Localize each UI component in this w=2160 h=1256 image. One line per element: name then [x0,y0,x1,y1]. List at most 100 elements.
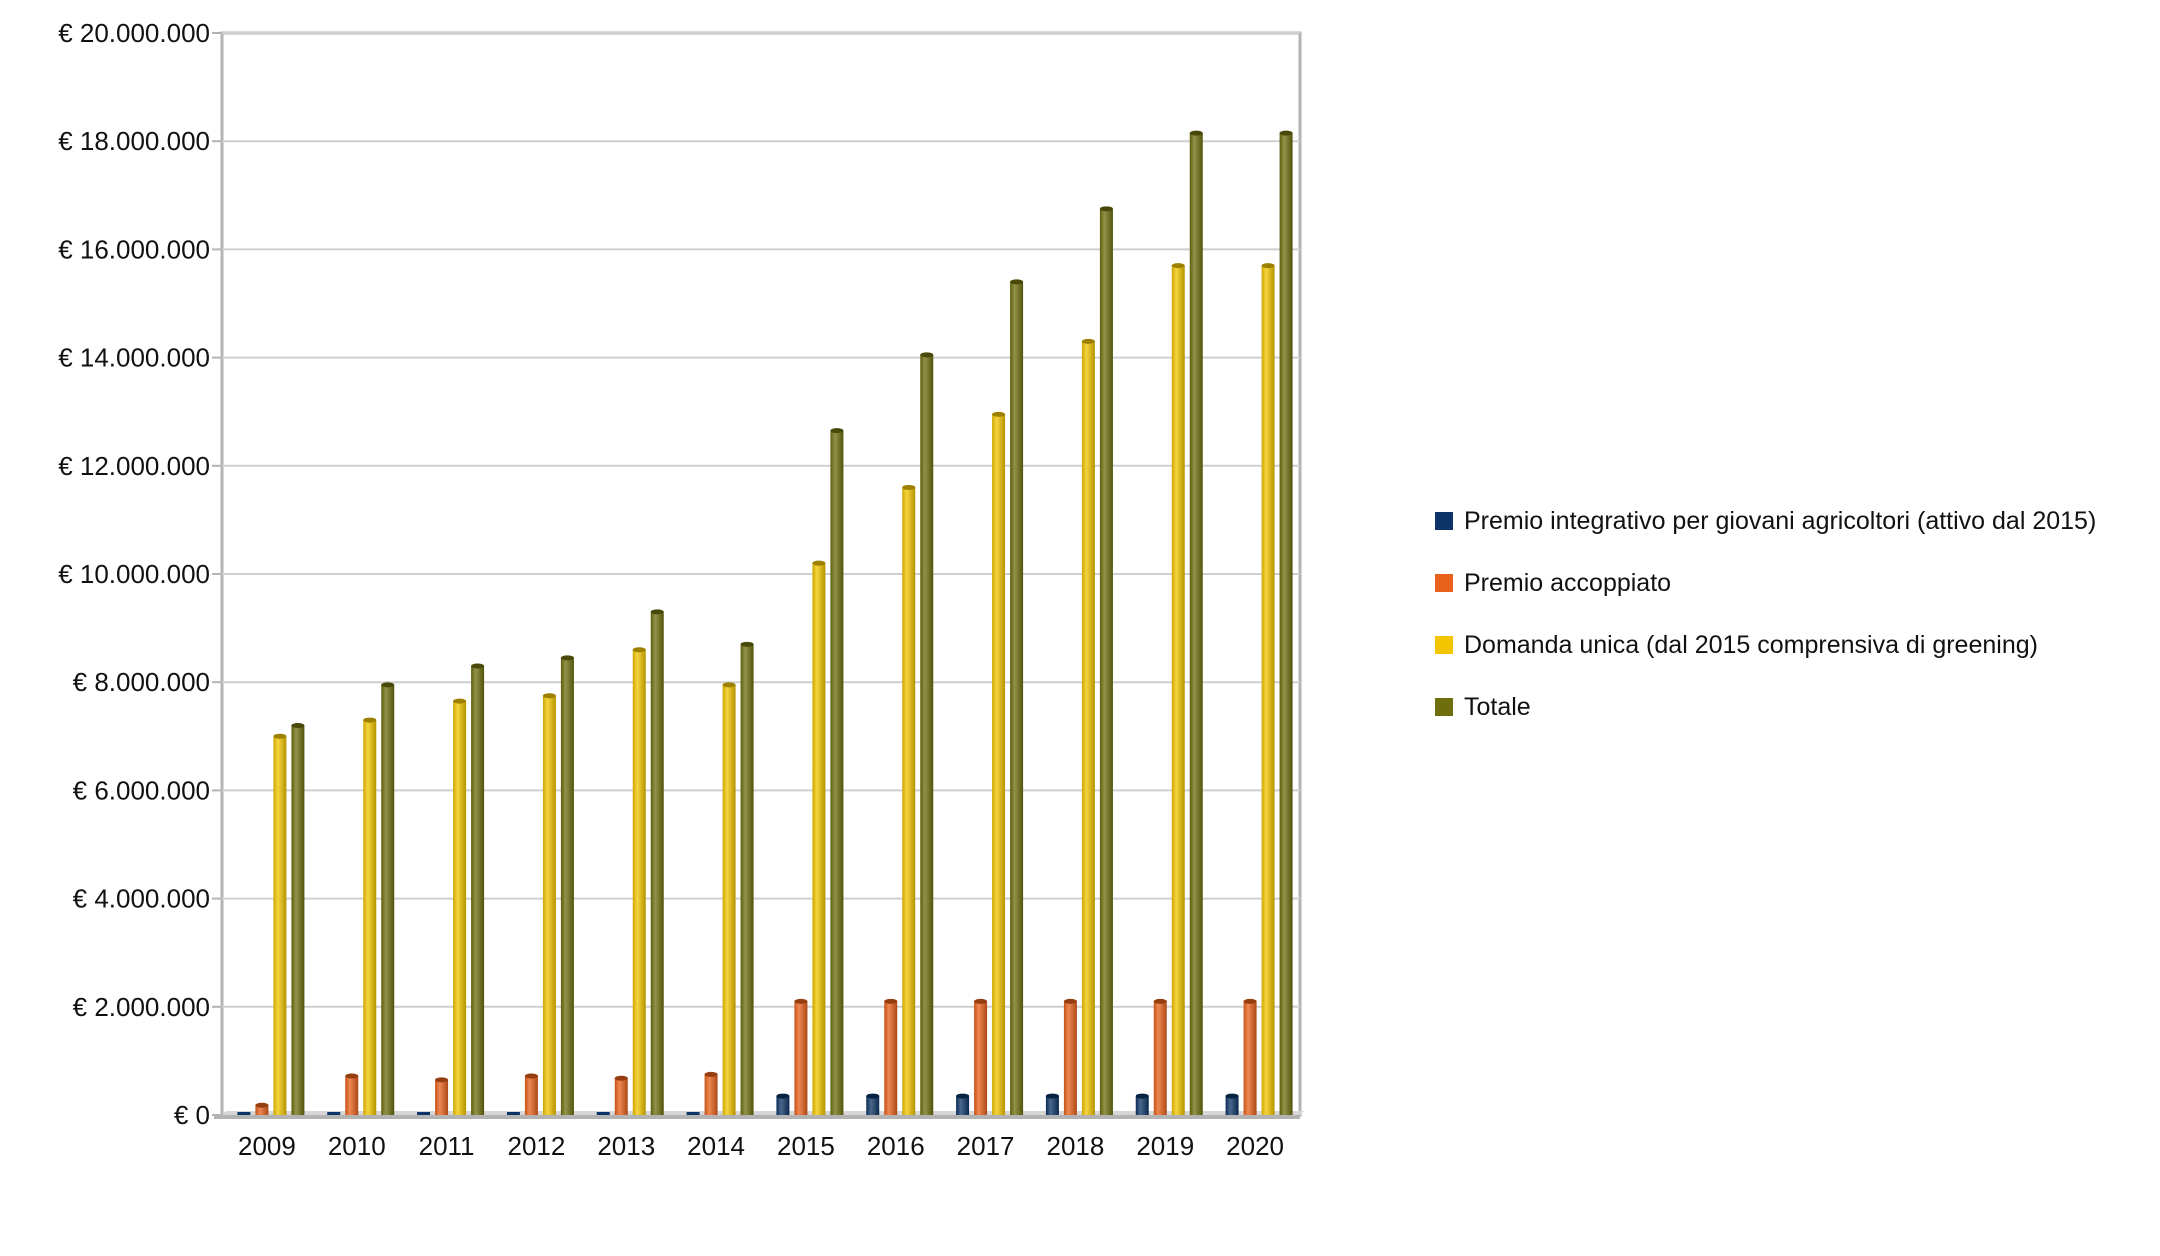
bar-body [830,430,844,1115]
bar-body [363,720,377,1115]
bar-2012-series-4 [560,655,574,1115]
bar-cap [1189,130,1203,136]
bar-2012-series-1 [506,1112,520,1115]
bar-2016-series-2 [884,998,898,1115]
x-tick-label: 2012 [507,1131,565,1161]
bar-cap [1225,1093,1239,1099]
bar-cap [1243,998,1257,1004]
bar-cap [866,1093,880,1099]
x-tick-label: 2016 [867,1131,925,1161]
bar-body [471,665,485,1115]
bar-body [560,657,574,1115]
bar-2019-series-2 [1153,998,1167,1115]
bar-2019-series-3 [1171,263,1185,1115]
bar-2014-series-2 [704,1071,718,1115]
bar-body [704,1074,718,1115]
x-tick-label: 2020 [1226,1131,1284,1161]
bar-cap [524,1073,538,1079]
bar-body [884,1001,898,1115]
bar-2018-series-1 [1045,1093,1059,1115]
bar-body [1279,133,1293,1115]
bar-body [1261,265,1275,1115]
bar-2020-series-3 [1261,263,1275,1115]
legend-item: Premio accoppiato [1435,569,1671,597]
bar-2016-series-1 [866,1093,880,1115]
legend-swatch [1435,512,1453,530]
legend-swatch [1435,636,1453,654]
bar-body [1081,341,1095,1115]
x-tick-label: 2018 [1046,1131,1104,1161]
bar-2011-series-2 [435,1077,449,1115]
bar-2012-series-3 [542,693,556,1115]
gridlines [212,32,1300,1116]
bar-2017-series-1 [956,1093,970,1115]
bar-cap [776,1093,790,1099]
y-tick-label: € 6.000.000 [73,775,210,805]
bar-body [632,649,646,1115]
bar-2019-series-1 [1135,1093,1149,1115]
bar-2016-series-3 [902,484,916,1115]
bar-body [1063,1001,1077,1115]
bars [237,130,1293,1115]
bar-body [1045,1096,1059,1115]
bar-cap [1045,1093,1059,1099]
legend-swatch [1435,574,1453,592]
bar-2010-series-3 [363,717,377,1115]
plot-floor [222,1111,1304,1115]
bar-2014-series-4 [740,641,754,1115]
bar-2009-series-4 [291,722,305,1115]
bar-cap [740,641,754,647]
bar-cap [884,998,898,1004]
bar-2011-series-1 [417,1112,431,1115]
bar-body [794,1001,808,1115]
bar-2020-series-4 [1279,130,1293,1115]
bar-2018-series-3 [1081,338,1095,1115]
y-tick-label: € 14.000.000 [58,343,210,373]
legend-item: Domanda unica (dal 2015 comprensiva di g… [1435,631,2038,659]
bar-cap [381,682,395,688]
bar-body [1135,1096,1149,1115]
bar-body [1171,265,1185,1115]
y-axis-tick-labels: € 0 € 2.000.000 € 4.000.000 € 6.000.000 € 8.… [58,18,210,1130]
bar-stub [686,1112,700,1115]
x-tick-label: 2019 [1136,1131,1194,1161]
legend-label: Premio integrativo per giovani agricolto… [1464,507,2096,535]
bar-cap [1099,206,1113,212]
bar-2013-series-1 [596,1112,610,1115]
legend-label: Totale [1464,693,1531,721]
y-tick-label: € 8.000.000 [73,667,210,697]
bar-body [812,563,826,1115]
bar-2020-series-2 [1243,998,1257,1115]
bar-cap [291,722,305,728]
bar-2017-series-4 [1010,279,1024,1115]
bar-cap [273,733,287,739]
bar-body [273,736,287,1115]
bar-cap [794,998,808,1004]
x-tick-label: 2009 [238,1131,296,1161]
bar-stub [237,1112,251,1115]
legend-item: Totale [1435,693,1531,721]
bar-body [992,414,1006,1115]
bar-2017-series-2 [974,998,988,1115]
bar-body [453,701,467,1115]
bar-cap [1153,998,1167,1004]
legend-label: Premio accoppiato [1464,569,1671,597]
bar-body [1010,281,1024,1115]
bar-cap [453,698,467,704]
bar-2015-series-4 [830,428,844,1115]
x-tick-label: 2015 [777,1131,835,1161]
bar-body [722,684,736,1115]
bar-cap [1171,263,1185,269]
bar-cap [345,1073,359,1079]
x-tick-label: 2014 [687,1131,745,1161]
bar-2010-series-1 [327,1112,341,1115]
y-tick-label: € 2.000.000 [73,992,210,1022]
bar-2018-series-4 [1099,206,1113,1115]
legend-item: Premio integrativo per giovani agricolto… [1435,507,2096,535]
bar-cap [542,693,556,699]
bar-2017-series-3 [992,411,1006,1115]
bar-body [255,1105,269,1115]
bar-body [866,1096,880,1115]
bar-2011-series-4 [471,663,485,1115]
bar-2019-series-4 [1189,130,1203,1115]
